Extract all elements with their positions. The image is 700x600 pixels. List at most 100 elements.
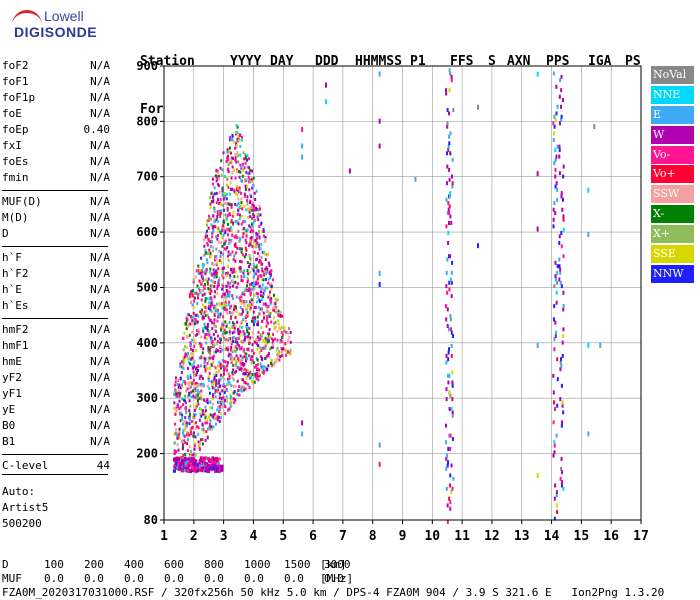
echo-point <box>198 377 201 381</box>
echo-point <box>245 377 248 381</box>
echo-point <box>239 330 242 334</box>
echo-point <box>233 357 236 361</box>
echo-point <box>252 269 255 273</box>
echo-point <box>235 392 238 396</box>
echo-point <box>446 520 449 524</box>
echo-point <box>233 322 236 326</box>
echo-point <box>185 406 188 410</box>
header-label-3: DDD <box>315 54 339 69</box>
echo-point <box>217 283 220 287</box>
echo-point <box>243 157 246 161</box>
param-value: N/A <box>90 107 110 120</box>
echo-point <box>229 315 232 319</box>
echo-point <box>206 261 209 265</box>
echo-point <box>222 323 225 327</box>
echo-point <box>263 273 266 277</box>
echo-point <box>235 354 238 358</box>
echo-point <box>214 225 217 229</box>
y-tick-label: 900 <box>136 59 158 73</box>
echo-point <box>181 439 184 443</box>
echo-point <box>209 255 212 259</box>
lowell-digisonde-logo: Lowell DIGISONDE <box>6 4 126 44</box>
echo-point <box>246 328 249 332</box>
echo-point <box>201 411 204 415</box>
echo-point <box>225 330 228 334</box>
echo-point <box>216 177 219 181</box>
echo-point <box>230 218 233 222</box>
echo-point <box>268 294 271 298</box>
echo-point <box>226 206 229 210</box>
echo-point <box>244 186 247 190</box>
echo-point <box>239 144 242 148</box>
echo-point <box>256 257 259 261</box>
echo-point <box>256 295 259 299</box>
echo-point <box>246 280 249 284</box>
echo-point <box>252 229 255 233</box>
echo-point <box>238 169 241 173</box>
echo-point <box>253 250 256 254</box>
echo-point <box>260 256 263 260</box>
echo-point <box>212 379 215 383</box>
echo-point <box>196 332 199 336</box>
echo-point <box>255 234 258 238</box>
echo-point <box>232 368 235 372</box>
echo-point <box>192 434 195 438</box>
echo-point <box>257 269 260 273</box>
echo-point <box>226 377 229 381</box>
echo-point <box>273 301 276 305</box>
echo-point <box>240 165 243 169</box>
echo-point <box>243 304 246 308</box>
x-tick-label: 5 <box>279 529 287 544</box>
echo-point <box>235 160 238 164</box>
echo-point <box>560 194 563 199</box>
echo-point <box>255 291 258 295</box>
echo-point <box>217 405 220 409</box>
echo-point <box>247 157 250 161</box>
echo-point <box>213 377 216 381</box>
echo-point <box>270 284 273 288</box>
param-row: C-level 44 <box>2 458 110 474</box>
echo-point <box>233 275 236 279</box>
echo-point <box>446 453 449 458</box>
echo-point <box>281 335 284 339</box>
echo-point <box>221 168 224 172</box>
echo-point <box>234 251 237 255</box>
echo-point <box>186 467 190 471</box>
echo-point <box>257 244 260 248</box>
echo-point <box>272 308 275 312</box>
echo-point <box>213 309 216 313</box>
echo-point <box>187 394 190 398</box>
echo-point <box>211 195 214 199</box>
param-row: MUF(D) N/A <box>2 194 110 210</box>
echo-point <box>259 213 262 217</box>
echo-point <box>257 275 260 279</box>
echo-point <box>206 367 209 371</box>
echo-point <box>231 350 234 354</box>
echo-point <box>191 352 194 356</box>
echo-point <box>254 238 257 242</box>
echo-point <box>243 355 246 359</box>
echo-point <box>234 384 237 388</box>
echo-point <box>249 243 252 247</box>
param-value: 44 <box>96 459 110 472</box>
echo-point <box>252 212 255 216</box>
echo-point <box>270 363 273 367</box>
echo-point <box>447 446 450 451</box>
echo-point <box>206 467 210 471</box>
echo-point <box>264 365 267 369</box>
echo-point <box>188 292 191 296</box>
echo-point <box>445 197 448 202</box>
echo-point <box>449 446 452 451</box>
echo-point <box>206 361 209 365</box>
echo-point <box>254 198 257 202</box>
echo-point <box>554 211 557 216</box>
echo-point <box>256 277 259 281</box>
echo-point <box>180 415 183 419</box>
param-value: N/A <box>90 195 110 208</box>
echo-point <box>262 278 265 282</box>
echo-point <box>200 414 203 418</box>
echo-point <box>175 463 179 467</box>
param-value: N/A <box>90 59 110 72</box>
echo-point <box>225 284 228 288</box>
echo-point <box>230 270 233 274</box>
